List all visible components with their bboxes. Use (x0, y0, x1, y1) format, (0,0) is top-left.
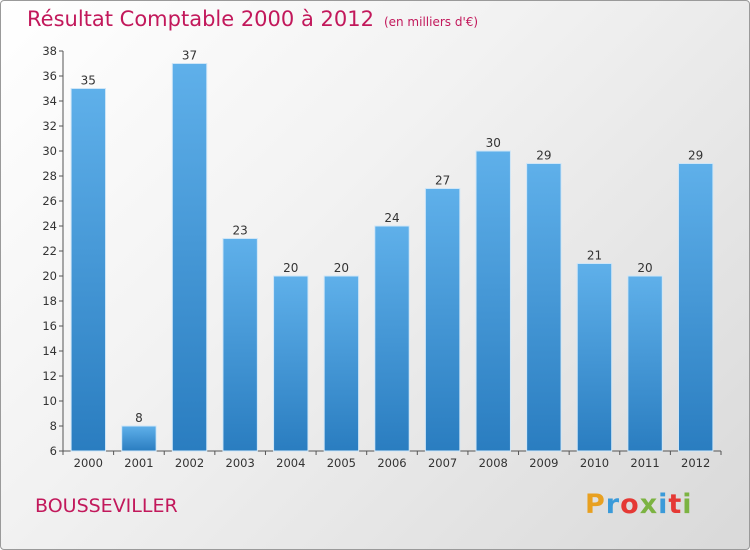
x-tick-label: 2005 (327, 456, 356, 470)
y-tick-label: 28 (42, 169, 57, 183)
chart-title: Résultat Comptable 2000 à 2012 (en millie… (27, 7, 478, 31)
y-tick-label: 34 (42, 94, 57, 108)
bar-value-label: 8 (135, 411, 143, 425)
bar[interactable] (273, 275, 309, 452)
chart-title-text: Résultat Comptable 2000 à 2012 (27, 7, 374, 31)
y-tick-label: 30 (42, 144, 57, 158)
chart-subtitle: (en milliers d'€) (383, 15, 479, 29)
x-tick-label: 2007 (428, 456, 457, 470)
brand-letter: i (682, 489, 693, 520)
brand-letter: i (658, 489, 669, 520)
brand-letter: o (620, 489, 640, 520)
x-tick-label: 2000 (74, 456, 103, 470)
x-tick-label: 2008 (479, 456, 508, 470)
x-tick-label: 2004 (276, 456, 305, 470)
bar[interactable] (171, 63, 208, 452)
bar-value-label: 29 (688, 149, 703, 163)
x-tick-label: 2010 (580, 456, 609, 470)
x-axis: 2000 2001 2002 2003 2004 2005 2006 2007 2008 2009… (62, 450, 722, 470)
y-tick-label: 32 (42, 119, 57, 133)
bar[interactable] (576, 263, 613, 452)
y-tick-label: 20 (42, 269, 57, 283)
bar-value-label: 23 (233, 224, 248, 238)
y-tick-label: 10 (42, 394, 57, 408)
brand-letter: r (605, 489, 621, 520)
x-tick-label: 2006 (377, 456, 406, 470)
bar[interactable] (70, 88, 107, 452)
x-tick-label: 2011 (630, 456, 659, 470)
bar[interactable] (677, 163, 714, 452)
bar-value-label: 37 (182, 49, 197, 63)
bar-value-label: 24 (384, 211, 399, 225)
y-tick-label: 24 (42, 219, 57, 233)
x-tick-label: 2001 (124, 456, 153, 470)
bar-value-label: 20 (283, 261, 298, 275)
bar[interactable] (121, 425, 157, 452)
commune-name: BOUSSEVILLER (35, 495, 178, 517)
y-tick-label: 6 (50, 444, 57, 458)
bar[interactable] (627, 275, 663, 452)
bar[interactable] (424, 188, 461, 452)
y-tick-label: 16 (42, 319, 57, 333)
bar-value-label: 30 (486, 136, 501, 150)
bar[interactable] (475, 150, 511, 452)
bar-value-label: 27 (435, 174, 450, 188)
brand-logo[interactable]: Proxiti (585, 489, 693, 520)
y-tick-label: 22 (42, 244, 57, 258)
bar[interactable] (323, 275, 360, 452)
x-tick-label: 2002 (175, 456, 204, 470)
bar-value-label: 21 (587, 249, 602, 263)
y-tick-label: 18 (42, 294, 57, 308)
y-tick-label: 12 (42, 369, 57, 383)
bars (70, 63, 714, 452)
bar[interactable] (526, 163, 562, 452)
bar[interactable] (222, 238, 258, 452)
data-labels: 35 8 37 23 20 20 24 27 30 29 21 20 29 (81, 49, 704, 426)
y-tick-label: 14 (42, 344, 57, 358)
y-tick-label: 38 (42, 44, 57, 58)
x-tick-label: 2009 (529, 456, 558, 470)
y-axis: 6 8 10 12 14 16 18 20 22 24 26 28 30 32 34 36 38 (42, 44, 64, 458)
brand-letter: P (585, 489, 606, 520)
bar-value-label: 20 (334, 261, 349, 275)
brand-letter: x (639, 489, 659, 520)
y-tick-label: 26 (42, 194, 57, 208)
x-tick-label: 2012 (681, 456, 710, 470)
y-tick-label: 8 (50, 419, 57, 433)
bar[interactable] (374, 225, 410, 452)
bar-value-label: 29 (536, 149, 551, 163)
brand-letter: t (668, 489, 683, 520)
x-tick-label: 2003 (226, 456, 255, 470)
y-tick-label: 36 (42, 69, 57, 83)
bar-value-label: 35 (81, 74, 96, 88)
bar-value-label: 20 (637, 261, 652, 275)
